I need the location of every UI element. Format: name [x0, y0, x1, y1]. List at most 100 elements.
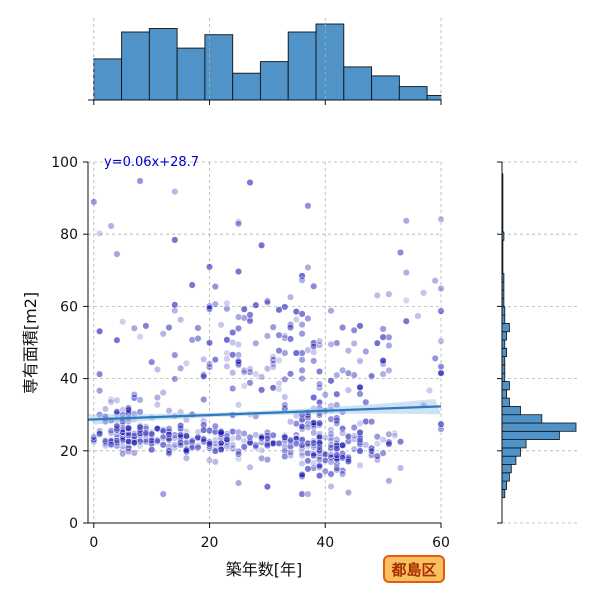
scatter-point-287: [327, 434, 335, 442]
right-hist-bar-19: [501, 331, 507, 341]
scatter-point-662: [171, 188, 179, 196]
scatter-point-245: [269, 431, 277, 439]
scatter-point-69: [124, 437, 133, 446]
scatter-point-415: [356, 447, 364, 455]
scatter-point-548: [275, 347, 283, 355]
scatter-point-76: [113, 436, 121, 445]
y-tick-label-60: 60: [60, 299, 78, 315]
scatter-point-254: [281, 446, 289, 454]
scatter-point-438: [275, 379, 283, 387]
scatter-point-235: [258, 454, 266, 462]
scatter-point-384: [333, 451, 341, 459]
x-tick-label-60: 60: [432, 535, 450, 551]
scatter-point-293: [315, 453, 324, 461]
scatter-point-576: [130, 438, 138, 447]
scatter-point-622: [205, 339, 214, 347]
scatter-point-620: [425, 386, 433, 394]
scatter-point-471: [252, 301, 260, 309]
scatter-point-562: [130, 391, 138, 399]
top-hist-bar-7: [287, 31, 317, 101]
scatter-point-239: [205, 440, 214, 448]
scatter-point-105: [101, 405, 109, 413]
scatter-point-652: [396, 248, 405, 257]
scatter-point-618: [310, 393, 318, 402]
top-hist-bar-10: [371, 75, 400, 101]
scatter-point-640: [402, 217, 410, 225]
scatter-point-57: [90, 433, 98, 441]
scatter-point-602: [177, 364, 185, 372]
scatter-point-405: [339, 441, 347, 449]
scatter-point-386: [304, 423, 312, 431]
scatter-point-42: [124, 448, 133, 456]
scatter-point-167: [182, 454, 190, 462]
scatter-point-409: [391, 429, 399, 437]
scatter-point-168: [171, 434, 179, 442]
scatter-point-541: [194, 335, 202, 343]
scatter-point-655: [298, 276, 306, 284]
scatter-point-505: [130, 324, 138, 332]
scatter-point-16: [148, 446, 156, 454]
scatter-point-313: [298, 490, 306, 498]
scatter-point-536: [223, 305, 231, 313]
scatter-point-269: [327, 426, 335, 434]
scatter-point-508: [107, 398, 115, 406]
scatter-point-169: [177, 431, 185, 439]
scatter-point-643: [205, 263, 214, 271]
scatter-point-379: [327, 415, 335, 423]
scatter-point-591: [205, 304, 214, 312]
scatter-point-346: [327, 458, 335, 466]
scatter-point-140: [113, 422, 121, 430]
scatter-point-448: [385, 342, 393, 350]
scatter-point-419: [350, 423, 358, 432]
scatter-point-393: [292, 420, 300, 428]
scatter-point-418: [263, 441, 271, 450]
scatter-point-566: [396, 464, 405, 472]
scatter-point-543: [113, 396, 121, 404]
scatter-point-142: [136, 426, 144, 434]
scatter-point-564: [275, 385, 283, 393]
y-tick-label-100: 100: [51, 155, 78, 171]
scatter-point-219: [182, 432, 190, 440]
scatter-point-596: [205, 360, 214, 368]
district-badge: 都島区: [383, 555, 445, 583]
scatter-point-216: [211, 447, 219, 455]
scatter-point-336: [333, 464, 341, 472]
scatter-point-392: [321, 391, 329, 399]
scatter-point-624: [229, 351, 237, 359]
scatter-point-343: [298, 459, 306, 468]
scatter-point-514: [286, 335, 295, 343]
scatter-point-264: [246, 433, 254, 441]
right-hist-bar-6: [501, 439, 527, 449]
scatter-point-431: [362, 441, 370, 449]
scatter-point-214: [217, 445, 225, 454]
top-hist-bar-2: [148, 28, 178, 101]
scatter-point-303: [286, 448, 295, 456]
scatter-point-513: [281, 393, 289, 401]
scatter-point-428: [333, 419, 341, 427]
scatter-point-607: [310, 342, 318, 350]
scatter-point-376: [298, 423, 306, 431]
scatter-point-451: [437, 307, 445, 315]
scatter-point-563: [298, 330, 306, 338]
scatter-point-534: [281, 401, 289, 409]
scatter-point-183: [188, 438, 196, 446]
scatter-point-661: [113, 250, 121, 258]
scatter-point-561: [356, 383, 364, 392]
scatter-point-567: [385, 477, 393, 485]
top-hist-bar-1: [121, 31, 150, 101]
scatter-point-455: [437, 363, 445, 371]
scatter-point-552: [414, 312, 422, 320]
scatter-point-145: [153, 437, 161, 445]
scatter-point-480: [211, 356, 219, 364]
right-hist-bar-13: [501, 381, 510, 391]
scatter-point-440: [286, 370, 295, 378]
scatter-point-478: [368, 447, 376, 455]
scatter-point-512: [275, 356, 283, 364]
scatter-point-446: [153, 365, 161, 374]
scatter-point-472: [292, 315, 300, 323]
scatter-point-614: [298, 310, 306, 318]
scatter-point-334: [344, 489, 352, 497]
scatter-point-617: [327, 377, 335, 385]
top-marginal-histogram: [88, 18, 442, 105]
right-hist-bar-8: [501, 422, 577, 432]
